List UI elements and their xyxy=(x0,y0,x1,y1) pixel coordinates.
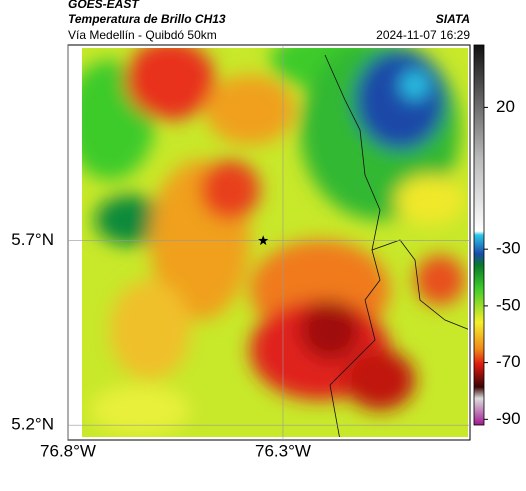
timestamp: 2024-11-07 16:29 xyxy=(376,28,470,42)
location-marker xyxy=(258,235,269,246)
colorbar-tick-label: -70 xyxy=(496,352,521,371)
x-tick-label: 76.3°W xyxy=(255,441,311,460)
colorbar xyxy=(473,44,485,426)
colorbar-tick-label: -50 xyxy=(496,295,521,314)
agency: SIATA xyxy=(436,12,470,26)
colorbar-tick-label: -30 xyxy=(496,239,521,258)
product: Temperatura de Brillo CH13 xyxy=(68,12,226,26)
raster xyxy=(82,48,468,437)
route: Vía Medellín - Quibdó 50km xyxy=(68,28,217,42)
source: GOES-EAST xyxy=(68,0,140,11)
y-tick-label: 5.7°N xyxy=(11,230,54,249)
y-tick-label: 5.2°N xyxy=(11,415,54,434)
colorbar-tick-label: -90 xyxy=(496,409,521,428)
x-tick-label: 76.8°W xyxy=(40,441,96,460)
colorbar-tick-label: 20 xyxy=(496,97,515,116)
